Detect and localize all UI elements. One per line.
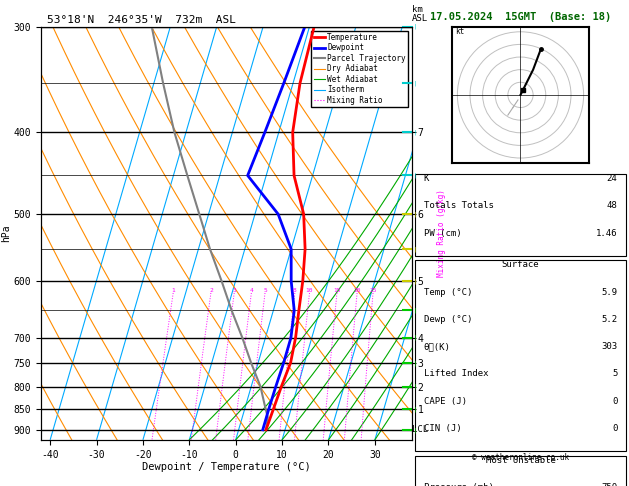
Text: 1.46: 1.46 [596, 228, 618, 238]
Text: |: | [413, 384, 416, 389]
Bar [415, 260, 626, 451]
Y-axis label: hPa: hPa [1, 225, 11, 242]
Text: |: | [413, 211, 416, 217]
Text: |: | [413, 24, 416, 30]
Text: Mixing Ratio (g/kg): Mixing Ratio (g/kg) [437, 190, 446, 277]
Text: |: | [413, 406, 416, 412]
Text: 2: 2 [209, 288, 213, 293]
Text: 5.2: 5.2 [601, 315, 618, 324]
Text: 5: 5 [612, 369, 618, 379]
Text: © weatheronline.co.uk: © weatheronline.co.uk [472, 453, 569, 462]
Text: Most Unstable: Most Unstable [486, 455, 555, 465]
Text: 303: 303 [601, 342, 618, 351]
Text: 3: 3 [232, 288, 236, 293]
Text: |: | [413, 308, 416, 313]
Text: |: | [413, 130, 416, 135]
Bar [415, 174, 626, 256]
Text: LCL: LCL [412, 425, 428, 434]
Text: 20: 20 [353, 288, 361, 293]
Text: θᴇ(K): θᴇ(K) [423, 342, 450, 351]
Text: 0: 0 [612, 424, 618, 433]
Text: CAPE (J): CAPE (J) [423, 397, 467, 406]
Text: |: | [413, 278, 416, 284]
Text: |: | [413, 360, 416, 365]
Text: 5.9: 5.9 [601, 288, 618, 296]
Text: 15: 15 [333, 288, 341, 293]
Text: 1: 1 [171, 288, 175, 293]
Text: 25: 25 [369, 288, 377, 293]
Text: 750: 750 [601, 483, 618, 486]
Text: 8: 8 [293, 288, 297, 293]
Text: |: | [413, 246, 416, 252]
Text: kt: kt [455, 27, 464, 36]
Text: |: | [413, 427, 416, 433]
Text: PW (cm): PW (cm) [423, 228, 461, 238]
Legend: Temperature, Dewpoint, Parcel Trajectory, Dry Adiabat, Wet Adiabat, Isotherm, Mi: Temperature, Dewpoint, Parcel Trajectory… [311, 31, 408, 107]
Text: |: | [413, 335, 416, 340]
Bar [415, 455, 626, 486]
Text: Dewp (°C): Dewp (°C) [423, 315, 472, 324]
Text: CIN (J): CIN (J) [423, 424, 461, 433]
Text: km
ASL: km ASL [412, 4, 428, 22]
Text: 17.05.2024  15GMT  (Base: 18): 17.05.2024 15GMT (Base: 18) [430, 12, 611, 22]
Text: |: | [413, 173, 416, 178]
Text: 24: 24 [607, 174, 618, 183]
Text: 10: 10 [306, 288, 313, 293]
Text: Pressure (mb): Pressure (mb) [423, 483, 493, 486]
Text: K: K [423, 174, 429, 183]
Text: Lifted Index: Lifted Index [423, 369, 488, 379]
Text: 0: 0 [612, 397, 618, 406]
X-axis label: Dewpoint / Temperature (°C): Dewpoint / Temperature (°C) [142, 462, 311, 472]
Text: 5: 5 [263, 288, 267, 293]
Text: 48: 48 [607, 201, 618, 210]
Text: 4: 4 [250, 288, 253, 293]
Text: Temp (°C): Temp (°C) [423, 288, 472, 296]
Text: Surface: Surface [502, 260, 539, 269]
Text: |: | [413, 81, 416, 86]
Text: 53°18'N  246°35'W  732m  ASL: 53°18'N 246°35'W 732m ASL [47, 15, 236, 25]
Text: Totals Totals: Totals Totals [423, 201, 493, 210]
